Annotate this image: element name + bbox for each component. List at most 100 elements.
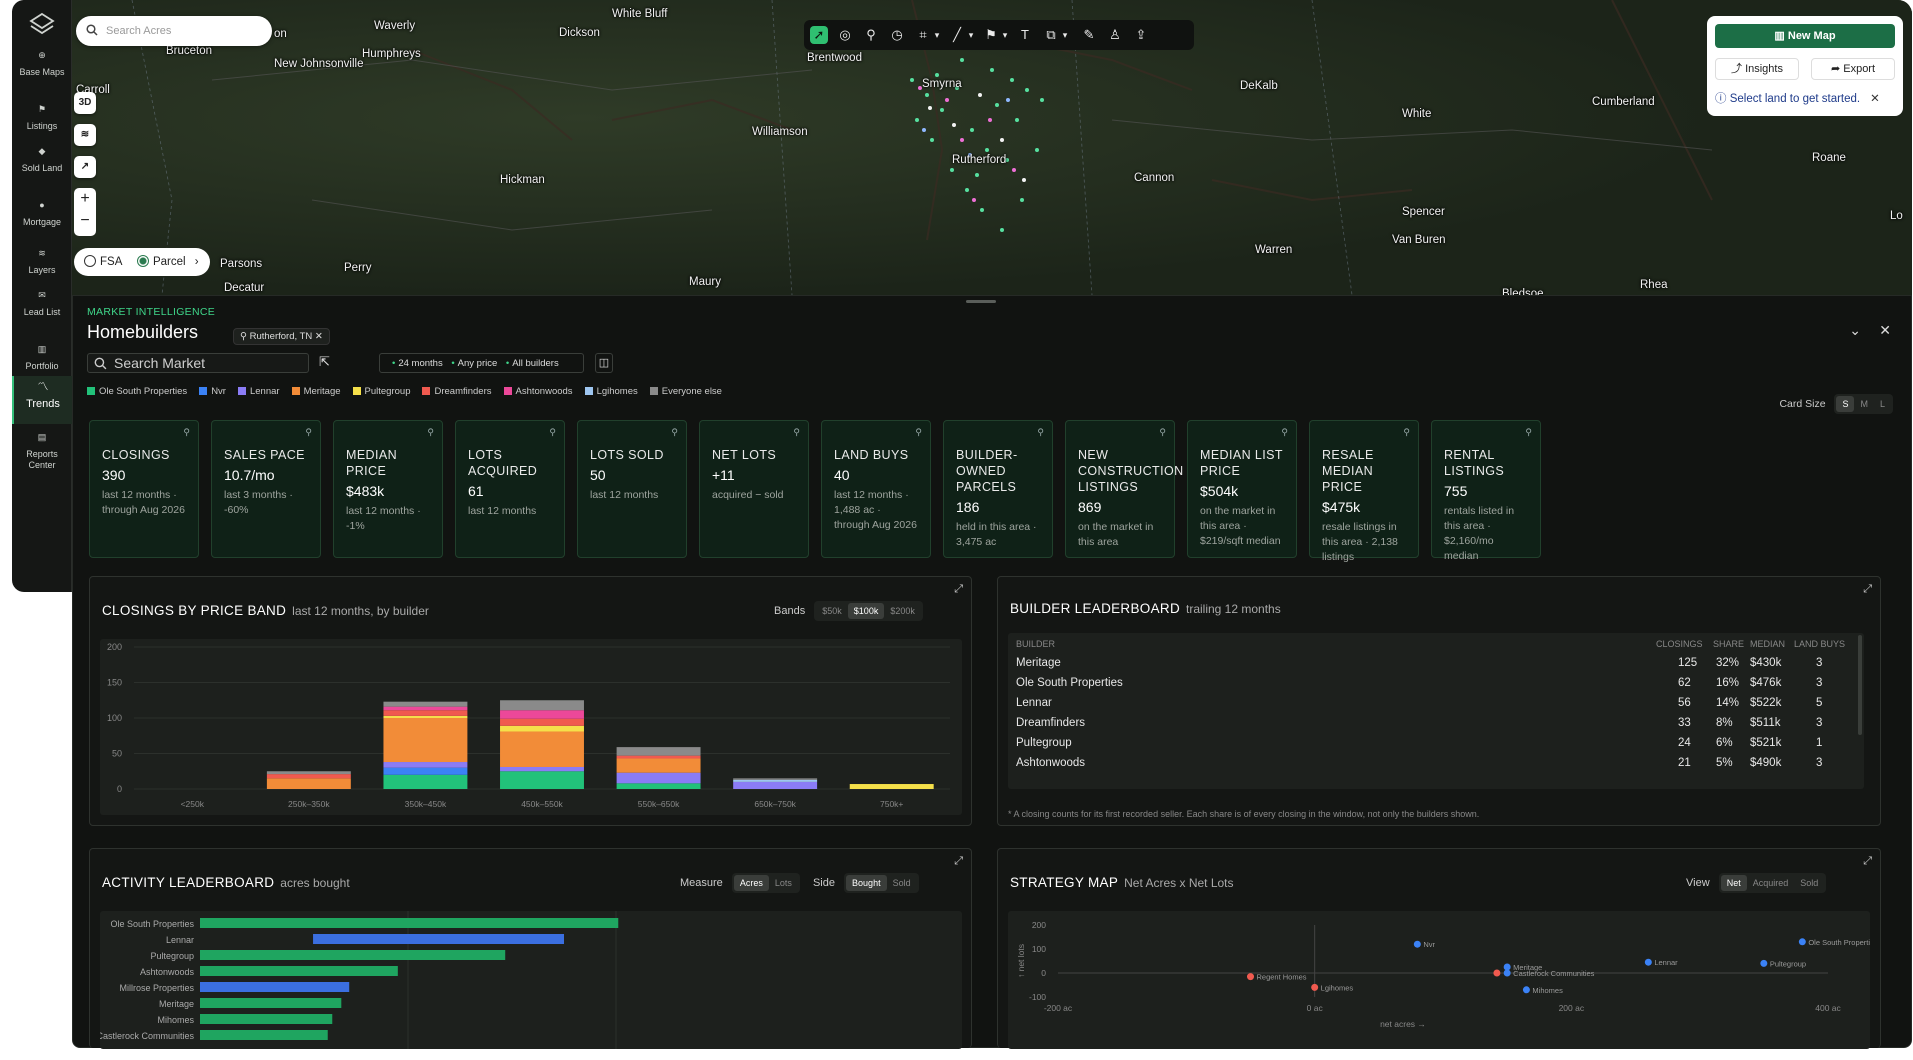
scatter-point[interactable] <box>1247 973 1254 981</box>
eraser-tool-icon[interactable]: ✎ <box>1083 27 1095 42</box>
pin-icon[interactable]: ⚲ <box>1525 427 1532 437</box>
table-row[interactable]: Lennar 56 14% $522k 5 <box>1008 693 1864 717</box>
activity-bar[interactable] <box>200 950 506 960</box>
activity-bar[interactable] <box>200 918 619 928</box>
select-tool-icon[interactable]: ➚ <box>810 26 828 44</box>
map-search-input[interactable]: Search Acres <box>76 16 272 46</box>
kpi-card[interactable]: ⚲ MEDIAN PRICE $483k last 12 months · -1% <box>333 420 443 558</box>
filter-price[interactable]: Any price <box>457 358 498 369</box>
band-50k[interactable]: $50k <box>822 606 842 616</box>
bar-segment[interactable] <box>383 718 468 763</box>
rail-item-base-maps[interactable]: ⊕ Base Maps <box>12 50 72 78</box>
legend-item[interactable]: Lgihomes <box>584 386 638 397</box>
location-chip[interactable]: ⚲ Rutherford, TN ✕ <box>233 328 330 345</box>
layers-stack-button[interactable]: ≋ <box>74 124 96 146</box>
view-sold[interactable]: Sold <box>1800 878 1819 888</box>
scatter-point[interactable] <box>1503 963 1511 971</box>
col-builder[interactable]: BUILDER <box>1016 639 1056 649</box>
trend-overlay-button[interactable]: ↗ <box>74 156 96 178</box>
chevron-down-icon[interactable]: ▾ <box>934 30 940 40</box>
side-sold[interactable]: Sold <box>892 878 911 888</box>
bar-segment[interactable] <box>383 701 468 707</box>
rail-item-trends[interactable]: 〽 Trends <box>12 376 72 424</box>
pin-icon[interactable]: ⚲ <box>671 427 678 437</box>
app-logo-icon[interactable] <box>29 12 55 38</box>
rail-item-lead-list[interactable]: ✉ Lead List <box>12 290 72 318</box>
fsa-radio[interactable]: FSA <box>84 255 122 268</box>
bar-segment[interactable] <box>266 774 351 779</box>
scatter-point[interactable] <box>1413 940 1421 948</box>
bar-segment[interactable] <box>733 779 818 782</box>
pin-tool-icon[interactable]: ⚲ <box>866 27 876 42</box>
kpi-card[interactable]: ⚲ NEW CONSTRUCTION LISTINGS 869 on the mark… <box>1065 420 1183 558</box>
legend-item[interactable]: Everyone else <box>649 386 722 397</box>
shape-tool-icon[interactable]: ⧉ <box>1046 27 1056 42</box>
scatter-point[interactable] <box>1798 938 1806 946</box>
bar-segment[interactable] <box>849 784 934 789</box>
activity-bar[interactable] <box>200 982 350 992</box>
expand-icon[interactable]: ⤢ <box>1863 583 1872 595</box>
drag-handle[interactable] <box>966 300 996 303</box>
marker-tool-icon[interactable]: ⚑ <box>985 27 997 42</box>
kpi-card[interactable]: ⚲ RENTAL LISTINGS 755 rentals listed in thi… <box>1431 420 1541 562</box>
kpi-card[interactable]: ⚲ SALES PACE 10.7/mo last 3 months · -60% <box>211 420 321 558</box>
card-size-l[interactable]: L <box>1879 399 1885 409</box>
bar-segment[interactable] <box>733 778 818 780</box>
filter-builders[interactable]: All builders <box>512 358 559 369</box>
measure-acres[interactable]: Acres <box>733 875 769 891</box>
map-3d-button[interactable]: 3D <box>74 92 96 114</box>
bar-segment[interactable] <box>383 762 468 768</box>
filter-period[interactable]: 24 months <box>398 358 443 369</box>
pin-icon[interactable]: ⚲ <box>1159 427 1166 437</box>
new-map-button[interactable]: ▥ New Map <box>1715 24 1895 48</box>
line-tool-icon[interactable]: ╱ <box>953 27 961 42</box>
filter-bar[interactable]: • 24 months • Any price • All builders <box>379 353 584 373</box>
pin-icon[interactable]: ⚲ <box>1281 427 1288 437</box>
bar-segment[interactable] <box>500 700 584 711</box>
col-median[interactable]: MEDIAN <box>1750 639 1786 649</box>
target-tool-icon[interactable]: ◎ <box>839 27 851 42</box>
rail-item-mortgage[interactable]: ● Mortgage <box>12 200 72 228</box>
expand-icon[interactable]: ⤢ <box>1863 855 1872 867</box>
rail-item-layers[interactable]: ≋ Layers <box>12 248 72 276</box>
bar-segment[interactable] <box>383 715 468 718</box>
bar-segment[interactable] <box>500 731 584 767</box>
table-scrollbar[interactable] <box>1858 635 1862 735</box>
legend-item[interactable]: Nvr <box>199 386 226 397</box>
kpi-card[interactable]: ⚲ BUILDER-OWNED PARCELS 186 held in this ar… <box>943 420 1053 558</box>
bar-segment[interactable] <box>500 710 584 719</box>
bar-segment[interactable] <box>616 755 701 759</box>
bar-segment[interactable] <box>616 783 701 789</box>
measure-lots[interactable]: Lots <box>774 878 792 888</box>
table-row[interactable]: Ole South Properties 62 16% $476k 3 <box>1008 673 1864 697</box>
pin-icon[interactable]: ⚲ <box>1403 427 1410 437</box>
legend-item[interactable]: Lennar <box>237 386 280 397</box>
close-icon[interactable]: ✕ <box>312 331 323 342</box>
table-row[interactable]: Meritage 125 32% $430k 3 <box>1008 653 1864 677</box>
card-size-m[interactable]: M <box>1860 399 1868 409</box>
kpi-card[interactable]: ⚲ RESALE MEDIAN PRICE $475k resale listings… <box>1309 420 1419 563</box>
band-200k[interactable]: $200k <box>890 606 915 616</box>
col-land-buys[interactable]: LAND BUYS <box>1794 639 1846 649</box>
kpi-card[interactable]: ⚲ NET LOTS +11 acquired − sold <box>699 420 809 558</box>
clock-tool-icon[interactable]: ◷ <box>891 27 903 42</box>
bar-segment[interactable] <box>266 778 351 789</box>
col-closings[interactable]: CLOSINGS <box>1656 639 1703 649</box>
view-acquired[interactable]: Acquired <box>1752 878 1789 888</box>
scatter-point[interactable] <box>1522 986 1530 994</box>
text-tool-icon[interactable]: T <box>1021 27 1029 42</box>
polygon-tool-icon[interactable]: ⌗ <box>919 27 927 42</box>
bar-segment[interactable] <box>616 747 701 756</box>
pin-icon[interactable]: ⚲ <box>183 427 190 437</box>
legend-item[interactable]: Meritage <box>291 386 341 397</box>
pin-icon[interactable]: ⚲ <box>305 427 312 437</box>
legend-item[interactable]: Ashtonwoods <box>503 386 573 397</box>
zoom-out-button[interactable]: − <box>80 212 90 229</box>
col-share[interactable]: SHARE <box>1713 639 1745 649</box>
upload-tool-icon[interactable]: ⇪ <box>1135 27 1147 42</box>
kpi-card[interactable]: ⚲ CLOSINGS 390 last 12 months · through Aug… <box>89 420 199 558</box>
bar-segment[interactable] <box>733 781 818 789</box>
activity-bar[interactable] <box>313 934 564 944</box>
rail-item-reports-center[interactable]: ▤ Reports Center <box>12 432 72 471</box>
scatter-point[interactable] <box>1311 983 1319 991</box>
